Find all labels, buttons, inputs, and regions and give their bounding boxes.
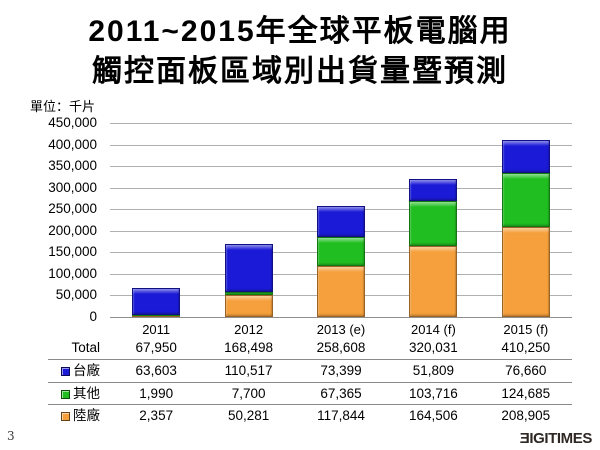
bar-segment-2013-陸廠 — [317, 266, 365, 317]
table-row-label-text: Total — [71, 340, 100, 355]
x-tick-label: 2013 (e) — [316, 322, 366, 337]
table-row: 其他 1,990 7,700 67,365 103,716 124,685 — [48, 381, 572, 404]
gridline — [110, 123, 572, 124]
chart-title-line1: 2011~2015年全球平板電腦用 — [88, 15, 512, 48]
table-cell: 117,844 — [317, 407, 365, 423]
table-cell: 168,498 — [224, 340, 273, 355]
y-tick-label: 0 — [89, 309, 97, 324]
y-tick-label: 400,000 — [48, 136, 97, 152]
table-row-label: 陸廠 — [48, 405, 100, 426]
x-tick-label: 2011 — [142, 322, 171, 337]
y-tick-label: 250,000 — [48, 201, 97, 217]
table-row: Total 67,950 168,498 258,608 320,031 410,250 — [48, 337, 572, 359]
x-tick-label: 2015 (f) — [503, 322, 549, 337]
table-cell: 110,517 — [224, 363, 273, 379]
table-row-label-text: 陸廠 — [73, 407, 100, 423]
table-row-label-text: 其他 — [73, 385, 100, 401]
bar-segment-2013-其他 — [317, 237, 365, 267]
y-tick-label: 300,000 — [48, 179, 97, 195]
bar-segment-2015-陸廠 — [501, 226, 550, 317]
x-tick-label: 2012 — [234, 322, 264, 337]
table-cell: 103,716 — [408, 385, 458, 401]
table-cell: 2,357 — [139, 407, 174, 423]
unit-label: 單位：千片 — [30, 99, 96, 114]
table-row-label-text: 台廠 — [73, 363, 100, 379]
bar-segment-2013-台廠 — [317, 205, 365, 238]
page-number: 3 — [7, 429, 15, 443]
bar-segment-2014-台廠 — [409, 179, 458, 202]
table-cell: 320,031 — [408, 340, 458, 355]
gridline — [110, 166, 572, 168]
bar-segment-2012-陸廠 — [224, 295, 273, 317]
table-cell: 76,660 — [505, 363, 547, 379]
x-tick-label: 2014 (f) — [410, 322, 456, 337]
y-tick-label: 100,000 — [48, 265, 97, 281]
table-cell: 67,365 — [320, 385, 362, 401]
table-cell: 73,399 — [320, 363, 362, 379]
bar-segment-2011-台廠 — [132, 287, 181, 316]
table-cell: 7,700 — [231, 385, 266, 401]
y-tick-label: 200,000 — [48, 222, 97, 238]
table-cell: 50,281 — [227, 407, 270, 423]
bar-segment-2015-其他 — [501, 173, 550, 227]
bar-segment-2015-台廠 — [501, 140, 550, 174]
table-row-label: 台廠 — [48, 360, 100, 381]
legend-swatch-icon — [61, 389, 70, 399]
gridline — [110, 187, 572, 189]
table-row: 台廠 63,603 110,517 73,399 51,809 76,660 — [48, 359, 572, 381]
table-cell: 208,905 — [501, 407, 551, 423]
y-tick-label: 450,000 — [48, 115, 97, 130]
chart-title: 2011~2015年全球平板電腦用 觸控面板區域別出貨量暨預測 — [0, 12, 600, 92]
table-row: 陸廠 2,357 50,281 117,844 164,506 208,905 — [48, 403, 572, 426]
bar-segment-2014-陸廠 — [409, 246, 458, 317]
chart-title-line2: 觸控面板區域別出貨量暨預測 — [92, 55, 508, 88]
bar-segment-2014-其他 — [409, 201, 458, 247]
y-tick-label: 150,000 — [48, 244, 97, 260]
legend-swatch-icon — [61, 367, 70, 377]
table-cell: 67,950 — [135, 340, 177, 355]
table-cell: 164,506 — [408, 407, 458, 423]
x-axis-baseline — [110, 317, 572, 318]
data-table: Total 67,950 168,498 258,608 320,031 410,250 台… — [48, 337, 572, 426]
table-row-label: 其他 — [48, 383, 100, 404]
y-tick-label: 50,000 — [55, 287, 97, 303]
table-row-label: Total — [48, 337, 100, 359]
table-cell: 258,608 — [316, 340, 366, 355]
table-cell: 1,990 — [139, 385, 174, 401]
table-cell: 124,685 — [501, 385, 551, 401]
y-tick-label: 350,000 — [48, 158, 97, 174]
bar-segment-2012-其他 — [224, 292, 273, 296]
table-cell: 51,809 — [412, 363, 455, 379]
table-cell: 63,603 — [135, 363, 177, 379]
legend-swatch-icon — [61, 411, 70, 421]
bar-segment-2012-台廠 — [224, 244, 273, 293]
digitimes-logo: ƎIGITIMES — [519, 430, 593, 447]
plot-area — [110, 123, 572, 318]
table-cell: 410,250 — [501, 340, 551, 355]
gridline — [110, 144, 572, 146]
